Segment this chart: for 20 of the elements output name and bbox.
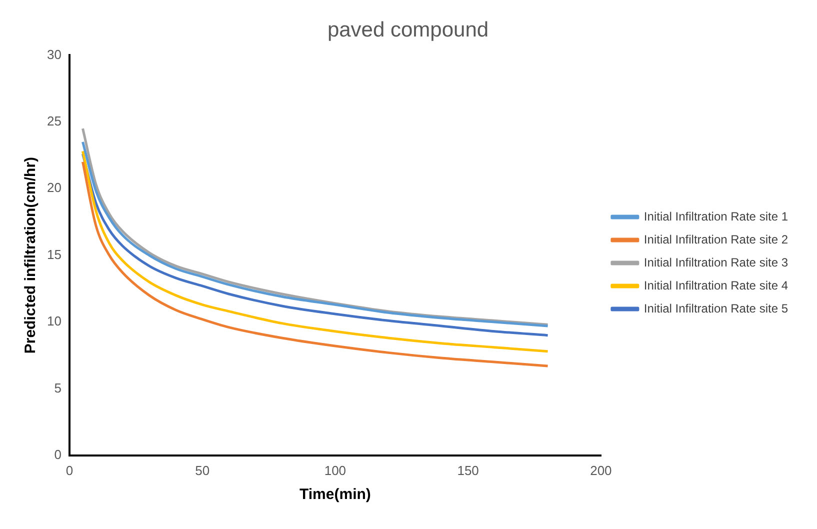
x-axis-title: Time(min) (299, 486, 371, 504)
legend-label: Initial Infiltration Rate site 4 (644, 278, 788, 292)
legend-label: Initial Infiltration Rate site 3 (644, 255, 788, 270)
legend-label: Initial Infiltration Rate site 5 (644, 301, 788, 316)
legend-label: Initial Infiltration Rate site 1 (644, 209, 788, 224)
legend-label: Initial Infiltration Rate site 2 (644, 232, 788, 246)
y-axis-title: Predicted infiltration(cm/hr) (22, 156, 40, 354)
chart-title: paved compound (327, 18, 489, 42)
y-tick-label: 5 (54, 380, 62, 396)
x-tick-label: 150 (457, 462, 479, 478)
x-tick-label: 0 (66, 462, 74, 478)
y-tick-label: 30 (46, 46, 62, 62)
y-tick-label: 25 (46, 113, 62, 128)
x-tick-label: 50 (195, 462, 210, 478)
y-tick-label: 15 (46, 246, 62, 262)
x-tick-label: 100 (324, 462, 346, 478)
y-tick-label: 10 (46, 314, 62, 329)
y-tick-label: 0 (54, 446, 62, 462)
x-tick-label: 200 (590, 462, 612, 478)
y-tick-label: 20 (46, 180, 62, 196)
